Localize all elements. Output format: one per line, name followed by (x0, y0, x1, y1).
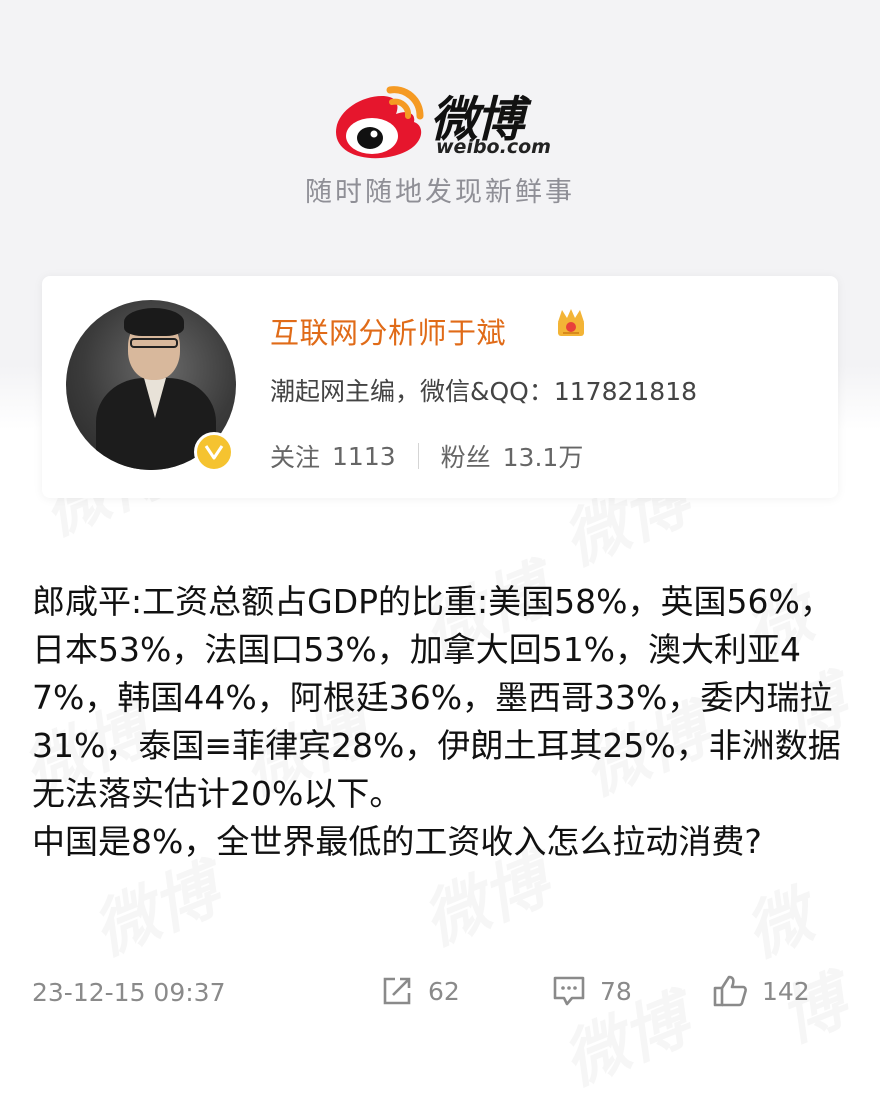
repost-icon (383, 977, 411, 1005)
crown-icon (558, 309, 584, 336)
like-button[interactable]: 142 (712, 974, 810, 1008)
user-bio: 潮起网主编，微信&QQ：117821818 (270, 377, 698, 406)
like-count: 142 (762, 976, 810, 1006)
follow-count[interactable]: 1113 (332, 441, 396, 471)
stats-divider (417, 443, 419, 469)
post-timestamp: 23-12-15 09:37 (32, 978, 226, 1007)
check-v-icon (204, 445, 224, 460)
post-text: 郎咸平:工资总额占GDP的比重:美国58%，英国56%，日本53%，法国口53%… (32, 582, 841, 861)
repost-button[interactable]: 62 (380, 974, 460, 1008)
repost-count: 62 (428, 976, 460, 1006)
user-name[interactable]: 互联网分析师于斌 (270, 316, 507, 350)
brand-domain: weibo.com (436, 136, 551, 158)
watermark: 微博 (730, 844, 880, 1060)
brand-name: 微博 (430, 92, 524, 148)
post-footer: 23-12-15 09:37 62 78 142 (32, 970, 848, 1016)
verified-badge-icon (194, 432, 234, 472)
comment-icon (553, 976, 585, 1006)
fans-label[interactable]: 粉丝 (440, 443, 491, 472)
slogan: 随时随地发现新鲜事 (305, 177, 575, 208)
comment-count: 78 (600, 976, 632, 1006)
weibo-logo-icon (336, 86, 424, 159)
fans-count[interactable]: 13.1万 (502, 443, 584, 472)
user-stats: 关注 1113 粉丝 13.1万 (270, 438, 583, 474)
comment-button[interactable]: 78 (552, 974, 632, 1008)
weibo-brand: 微博 weibo.com (330, 76, 560, 166)
profile-card[interactable]: 互联网分析师于斌 潮起网主编，微信&QQ：117821818 关注 1113 粉… (42, 276, 838, 498)
follow-label[interactable]: 关注 (270, 443, 321, 472)
thumbs-up-icon (713, 975, 747, 1007)
